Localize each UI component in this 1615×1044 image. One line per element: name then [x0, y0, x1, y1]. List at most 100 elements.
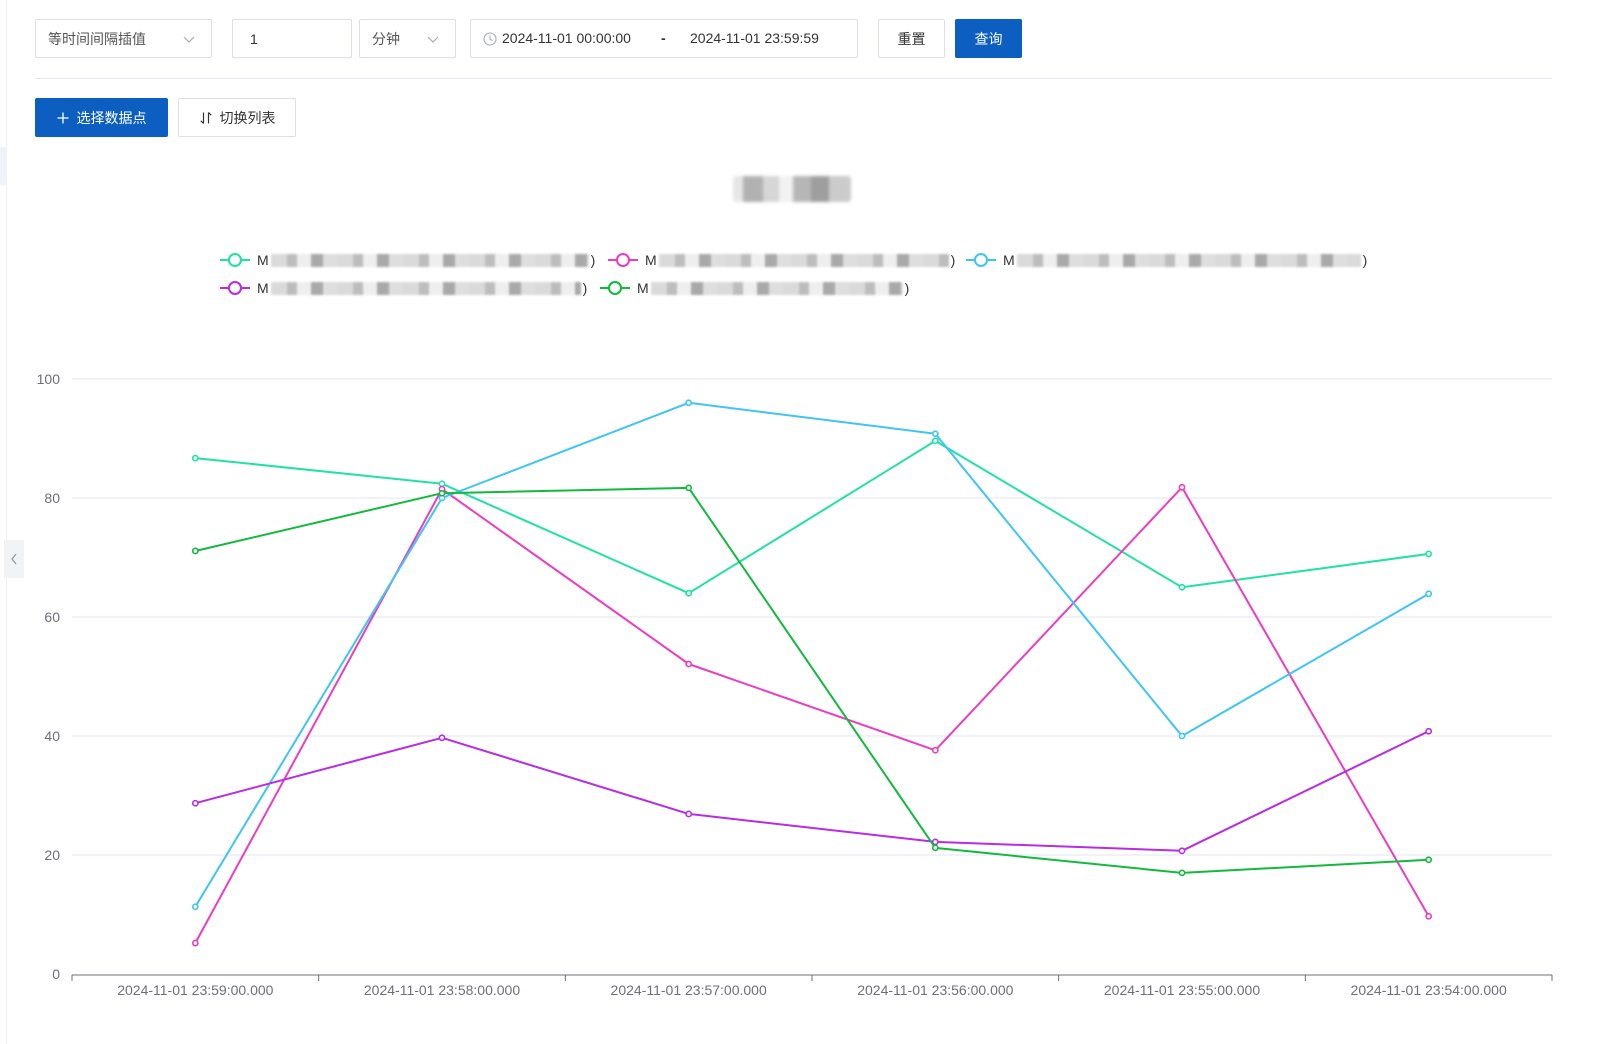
- interpolation-select[interactable]: 等时间间隔插值: [35, 19, 212, 58]
- data-point[interactable]: [1178, 583, 1186, 591]
- date-range-picker[interactable]: 2024-11-01 00:00:00 - 2024-11-01 23:59:5…: [470, 19, 858, 58]
- unit-select[interactable]: 分钟: [359, 19, 456, 58]
- plus-icon: [57, 112, 68, 123]
- data-point[interactable]: [1425, 856, 1433, 864]
- x-tick-label: 2024-11-01 23:57:00.000: [611, 982, 767, 998]
- data-point[interactable]: [931, 430, 939, 438]
- legend-marker-circle: [608, 281, 622, 295]
- redacted-text: [270, 253, 589, 267]
- legend-label-end: ): [950, 252, 956, 268]
- series-line: [194, 401, 1430, 908]
- line-chart: 0 20 40 60 80 100 2024-11-01 23:59:00.000 2024-…: [37, 371, 1553, 998]
- legend-marker-icon: [608, 253, 638, 267]
- legend-item-2[interactable]: M ): [608, 250, 955, 270]
- legend-label-end: ): [582, 280, 588, 296]
- legend-label-start: M: [637, 280, 649, 296]
- query-button-label: 查询: [974, 30, 1003, 47]
- data-point[interactable]: [1425, 550, 1433, 558]
- data-point[interactable]: [191, 903, 199, 911]
- data-point[interactable]: [685, 484, 693, 492]
- interpolation-select-value: 等时间间隔插值: [48, 30, 146, 47]
- unit-select-value: 分钟: [372, 30, 400, 47]
- data-point[interactable]: [1425, 727, 1433, 735]
- data-point[interactable]: [438, 480, 446, 488]
- data-point[interactable]: [438, 489, 446, 497]
- data-point[interactable]: [191, 799, 199, 807]
- grid: [72, 378, 1552, 856]
- legend-label-start: M: [645, 252, 657, 268]
- data-point[interactable]: [1178, 732, 1186, 740]
- data-point[interactable]: [685, 810, 693, 818]
- y-tick-label: 0: [52, 966, 60, 982]
- date-range-separator: -: [661, 30, 666, 46]
- legend-label-end: ): [904, 280, 910, 296]
- chevron-left-icon: [11, 553, 17, 565]
- date-range-end[interactable]: 2024-11-01 23:59:59: [690, 30, 819, 46]
- legend-item-5[interactable]: M ): [600, 278, 909, 298]
- data-point[interactable]: [685, 660, 693, 668]
- data-point[interactable]: [931, 746, 939, 754]
- legend-label-end: ): [590, 252, 596, 268]
- legend-item-3[interactable]: M ): [966, 250, 1367, 270]
- legend-marker-circle: [974, 253, 988, 267]
- data-point[interactable]: [685, 589, 693, 597]
- x-tick-label: 2024-11-01 23:56:00.000: [857, 982, 1013, 998]
- data-point[interactable]: [438, 734, 446, 742]
- series-5: [191, 484, 1433, 877]
- toolbar-divider: [35, 78, 1552, 79]
- legend-item-4[interactable]: M ): [220, 278, 587, 298]
- series-line: [195, 730, 1430, 852]
- data-point[interactable]: [685, 399, 693, 407]
- chevron-down-icon: [183, 36, 195, 43]
- interval-input[interactable]: [250, 30, 340, 47]
- sidebar-collapse-button[interactable]: [4, 540, 24, 578]
- series-line: [195, 486, 1429, 874]
- toggle-list-label: 切换列表: [219, 109, 276, 126]
- legend-label-start: M: [257, 252, 269, 268]
- select-data-points-label: 选择数据点: [76, 109, 147, 126]
- legend-label-start: M: [1003, 252, 1015, 268]
- redacted-text: [270, 281, 581, 295]
- reset-button-label: 重置: [897, 30, 926, 47]
- legend-marker-circle: [616, 253, 630, 267]
- data-point[interactable]: [191, 547, 199, 555]
- legend-marker-icon: [600, 281, 630, 295]
- select-data-points-button[interactable]: 选择数据点: [35, 98, 168, 137]
- redacted-text: [658, 253, 949, 267]
- legend-marker-icon: [966, 253, 996, 267]
- toggle-list-button[interactable]: 切换列表: [178, 98, 296, 137]
- data-point[interactable]: [1178, 847, 1186, 855]
- query-button[interactable]: 查询: [955, 19, 1022, 58]
- data-point[interactable]: [1425, 590, 1433, 598]
- clock-icon: [483, 32, 497, 46]
- legend-marker-circle: [228, 281, 242, 295]
- data-point[interactable]: [1425, 912, 1433, 920]
- series-1: [191, 437, 1433, 597]
- x-tick-label: 2024-11-01 23:58:00.000: [364, 982, 520, 998]
- redacted-text: [650, 281, 903, 295]
- data-point[interactable]: [191, 939, 199, 947]
- reset-button[interactable]: 重置: [878, 19, 945, 58]
- legend-marker-circle: [228, 253, 242, 267]
- data-point[interactable]: [931, 844, 939, 852]
- chevron-down-icon: [427, 36, 439, 43]
- redacted-text: [1016, 253, 1361, 267]
- data-point[interactable]: [1178, 869, 1186, 877]
- interval-input-wrapper: [232, 19, 352, 58]
- sidebar-border: [6, 0, 7, 1044]
- date-range-start[interactable]: 2024-11-01 00:00:00: [502, 30, 631, 46]
- data-point[interactable]: [191, 454, 199, 462]
- y-tick-label: 80: [44, 490, 60, 506]
- legend-marker-icon: [220, 253, 250, 267]
- y-tick-label: 100: [37, 371, 61, 387]
- sidebar-edge-highlight: [0, 147, 6, 185]
- data-point[interactable]: [1178, 483, 1186, 491]
- legend-item-1[interactable]: M ): [220, 250, 595, 270]
- chart-title-redacted: [733, 176, 851, 202]
- swap-vertical-icon: [199, 111, 212, 124]
- series-3: [191, 399, 1433, 911]
- legend-label-end: ): [1362, 252, 1368, 268]
- x-tick-label: 2024-11-01 23:59:00.000: [117, 982, 273, 998]
- data-point[interactable]: [931, 437, 939, 445]
- y-tick-label: 60: [44, 609, 60, 625]
